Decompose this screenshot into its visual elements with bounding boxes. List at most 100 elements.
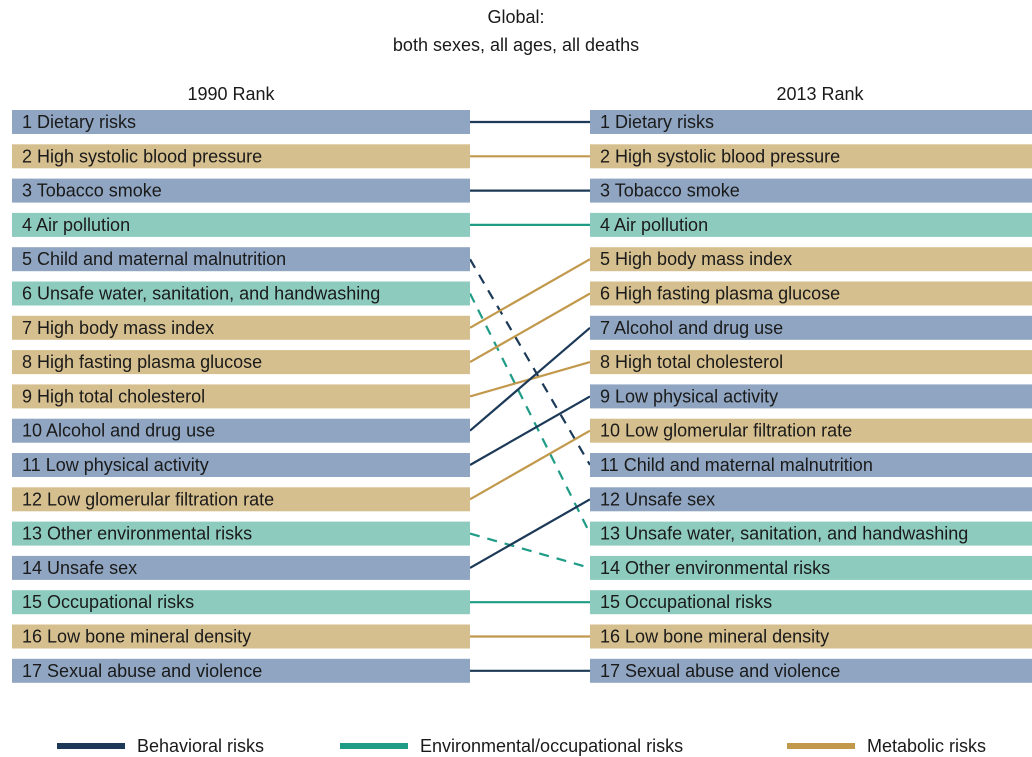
- risk-name: Alcohol and drug use: [46, 420, 215, 440]
- risk-rank: 1: [22, 112, 32, 132]
- risk-label: 7 High body mass index: [22, 318, 214, 338]
- risk-label: 2 High systolic blood pressure: [22, 146, 262, 166]
- risk-rank: 17: [600, 661, 620, 681]
- risk-label: 14 Unsafe sex: [22, 558, 137, 578]
- risk-name: High systolic blood pressure: [37, 146, 262, 166]
- risk-box: [12, 144, 470, 169]
- legend-swatch: [57, 743, 125, 749]
- risk-name: Occupational risks: [625, 592, 772, 612]
- risk-rank: 4: [600, 215, 610, 235]
- title-line: both sexes, all ages, all deaths: [393, 35, 639, 55]
- risk-name: High total cholesterol: [615, 352, 783, 372]
- risk-name: Unsafe water, sanitation, and handwashin…: [37, 283, 380, 303]
- risk-label: 16 Low bone mineral density: [600, 626, 829, 646]
- risk-box: [590, 555, 1032, 580]
- risk-name: Dietary risks: [615, 112, 714, 132]
- risk-rank: 15: [22, 592, 42, 612]
- risk-name: Alcohol and drug use: [614, 318, 783, 338]
- risk-name: Unsafe water, sanitation, and handwashin…: [625, 523, 968, 543]
- risk-rank: 11: [22, 455, 41, 475]
- risk-box: [590, 110, 1032, 134]
- risk-name: Tobacco smoke: [37, 180, 162, 200]
- risk-label: 17 Sexual abuse and violence: [22, 661, 262, 681]
- rank-link: [469, 395, 591, 466]
- risk-label: 6 High fasting plasma glucose: [600, 283, 840, 303]
- risk-box: [12, 247, 470, 272]
- risk-label: 4 Air pollution: [22, 215, 130, 235]
- risk-label: 12 Low glomerular filtration rate: [22, 489, 274, 509]
- risk-name: High body mass index: [37, 318, 214, 338]
- risk-name: Low physical activity: [615, 386, 778, 406]
- risk-label: 7 Alcohol and drug use: [600, 318, 783, 338]
- risk-box: [590, 350, 1032, 375]
- risk-label: 9 High total cholesterol: [22, 386, 205, 406]
- risk-name: Child and maternal malnutrition: [37, 249, 286, 269]
- risk-name: Low bone mineral density: [47, 626, 251, 646]
- risk-rank: 4: [22, 215, 32, 235]
- risk-rank: 6: [600, 283, 610, 303]
- title-line: Global:: [487, 7, 544, 27]
- risk-rank: 5: [22, 249, 32, 269]
- risk-rank: 12: [22, 489, 42, 509]
- rank-link: [469, 258, 591, 329]
- risk-label: 3 Tobacco smoke: [600, 180, 740, 200]
- risk-name: Low physical activity: [46, 455, 209, 475]
- risk-box: [590, 384, 1032, 409]
- risk-label: 6 Unsafe water, sanitation, and handwash…: [22, 283, 380, 303]
- risk-label: 10 Low glomerular filtration rate: [600, 420, 852, 440]
- risk-box: [590, 212, 1032, 237]
- left-header: 1990 Rank: [187, 84, 275, 104]
- risk-label: 4 Air pollution: [600, 215, 708, 235]
- risk-name: Child and maternal malnutrition: [624, 455, 873, 475]
- risk-box: [12, 281, 470, 306]
- legend-swatch: [787, 743, 855, 749]
- risk-rank: 9: [600, 386, 610, 406]
- risk-box: [590, 487, 1032, 512]
- risk-label: 8 High total cholesterol: [600, 352, 783, 372]
- risk-name: Dietary risks: [37, 112, 136, 132]
- risk-name: Unsafe sex: [47, 558, 137, 578]
- risk-box: [12, 384, 470, 409]
- risk-label: 2 High systolic blood pressure: [600, 146, 840, 166]
- rank-link: [469, 498, 591, 569]
- risk-rank: 6: [22, 283, 32, 303]
- risk-label: 13 Other environmental risks: [22, 523, 252, 543]
- risk-name: High fasting plasma glucose: [615, 283, 840, 303]
- risk-rank: 2: [600, 146, 610, 166]
- risk-box: [12, 555, 470, 580]
- legend-label: Behavioral risks: [137, 736, 264, 756]
- risk-rank: 7: [22, 318, 32, 338]
- risk-box: [590, 144, 1032, 169]
- risk-name: High body mass index: [615, 249, 792, 269]
- rank-link: [469, 293, 591, 535]
- risk-rank: 5: [600, 249, 610, 269]
- risk-label: 12 Unsafe sex: [600, 489, 715, 509]
- risk-box: [12, 212, 470, 237]
- rank-link: [469, 326, 591, 432]
- risk-label: 15 Occupational risks: [600, 592, 772, 612]
- risk-name: Unsafe sex: [625, 489, 715, 509]
- risk-label: 9 Low physical activity: [600, 386, 778, 406]
- risk-label: 15 Occupational risks: [22, 592, 194, 612]
- risk-label: 5 High body mass index: [600, 249, 792, 269]
- risk-rank: 13: [22, 523, 42, 543]
- rank-link: [469, 429, 591, 501]
- risk-rank: 1: [600, 112, 610, 132]
- risk-box: [12, 521, 470, 546]
- risk-label: 5 Child and maternal malnutrition: [22, 249, 286, 269]
- risk-name: Air pollution: [36, 215, 130, 235]
- risk-box: [590, 247, 1032, 272]
- risk-label: 13 Unsafe water, sanitation, and handwas…: [600, 523, 968, 543]
- risk-rank: 7: [600, 318, 610, 338]
- risk-rank: 3: [22, 180, 32, 200]
- risk-box: [12, 590, 470, 615]
- risk-box: [590, 281, 1032, 306]
- risk-name: Occupational risks: [47, 592, 194, 612]
- risk-name: High fasting plasma glucose: [37, 352, 262, 372]
- rank-link: [469, 292, 591, 364]
- risk-name: Other environmental risks: [625, 558, 830, 578]
- risk-rank: 10: [22, 420, 42, 440]
- risk-box: [12, 453, 470, 477]
- risk-box: [590, 521, 1032, 546]
